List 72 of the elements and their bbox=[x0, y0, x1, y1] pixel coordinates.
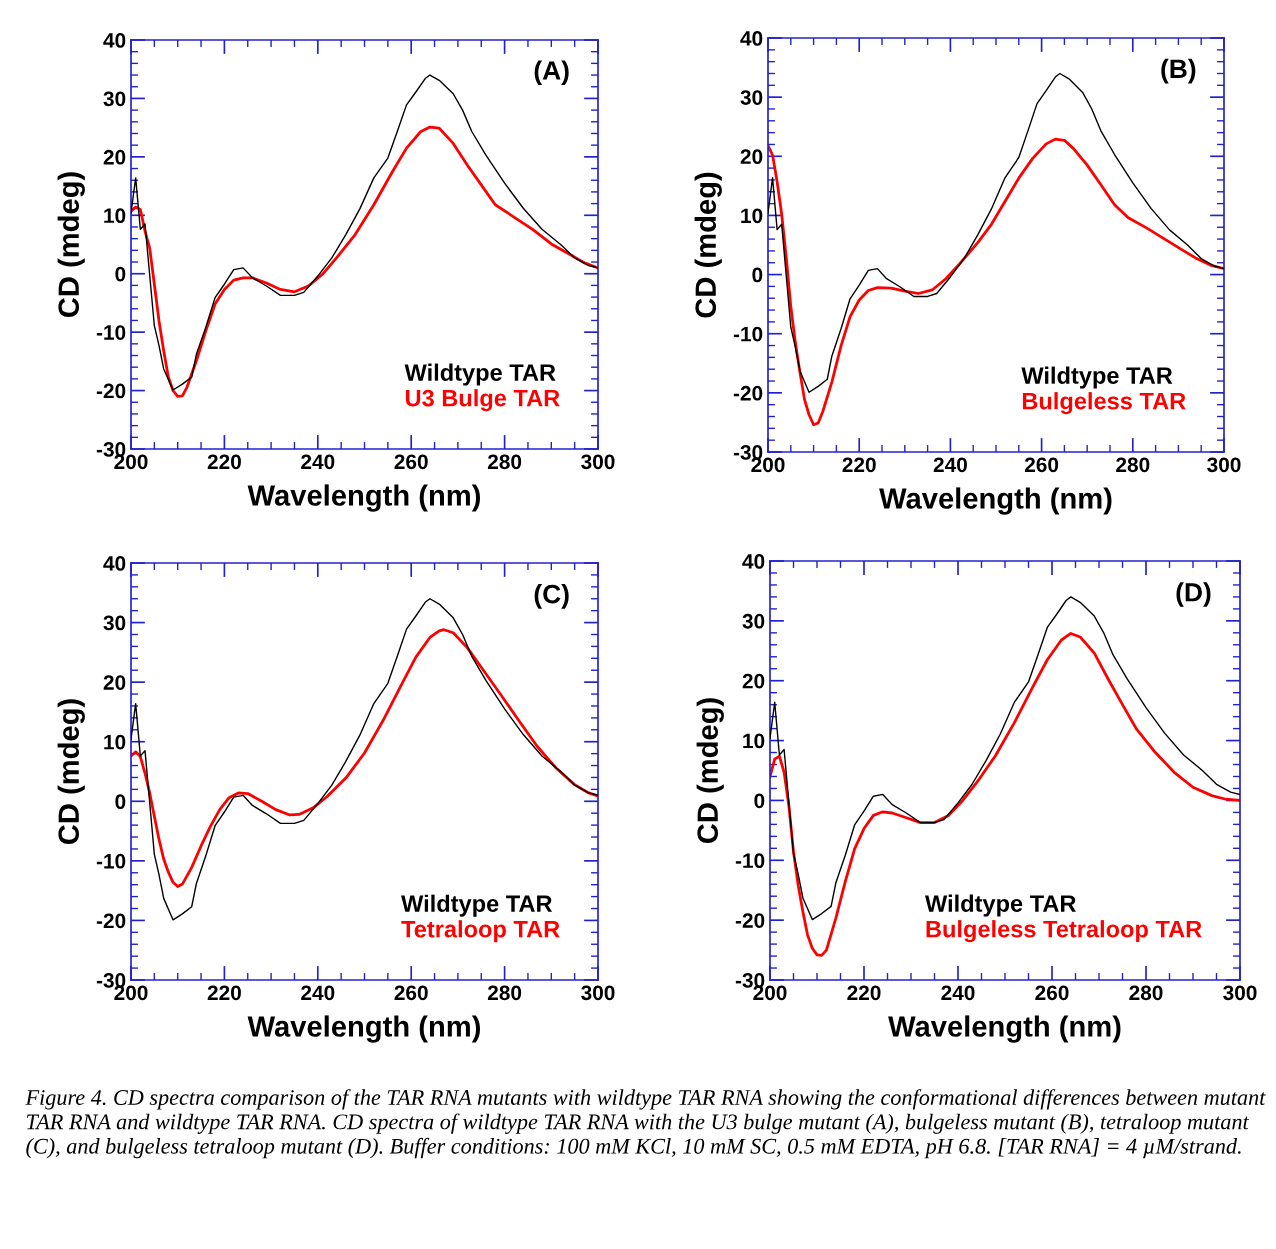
annotation: (D) bbox=[1176, 582, 1211, 607]
y-tick-label: 10 bbox=[104, 734, 126, 750]
y-axis-title: CD (mdeg) bbox=[694, 172, 722, 318]
y-tick-label: 10 bbox=[743, 733, 765, 749]
x-tick-label: 260 bbox=[394, 454, 428, 470]
x-tick-label: 220 bbox=[207, 985, 241, 1001]
x-tick-label: 240 bbox=[941, 985, 975, 1001]
caption: Figure 4. CD spectra comparison of the TAR RNA mutants with wildtype TAR RNA showing the conformational differences between mutant TAR RNA and wildtype TAR RNA. CD spectra of wildtype TAR RNA with the U3 bulge mutant (A), bulgeless mutant (B), tetraloop mutant (C), and bulgeless tetraloop mutant (D). Buffer conditions: 100 mM KCl, 10 mM SC, 0.5 mM EDTA, pH 6.8. [TAR RNA] = 4 µM/strand. bbox=[25, 1089, 1266, 1159]
text: Wildtype TAR bbox=[1021, 366, 1173, 389]
x-axis-title: Wavelength (nm) bbox=[247, 1015, 480, 1043]
x-tick-label: 280 bbox=[487, 454, 522, 470]
x-tick-label: 220 bbox=[842, 457, 876, 473]
y-axis-title: CD (mdeg) bbox=[57, 699, 85, 845]
y-tick-label: 30 bbox=[740, 90, 763, 105]
y-tick-label: -10 bbox=[96, 853, 126, 869]
y-tick-label: 40 bbox=[742, 554, 765, 569]
y-tick-label: 20 bbox=[103, 149, 126, 165]
x-tick-label: 220 bbox=[207, 454, 241, 470]
line-series bbox=[131, 628, 598, 888]
y-tick-label: 10 bbox=[104, 208, 126, 224]
y-tick-label: 30 bbox=[103, 615, 126, 631]
y-tick-label: 40 bbox=[103, 33, 126, 48]
x-tick-label: 300 bbox=[581, 454, 615, 470]
y-tick-label: 0 bbox=[752, 267, 763, 283]
y-tick-label: 40 bbox=[103, 556, 126, 571]
x-tick-label: 280 bbox=[487, 985, 522, 1001]
x-tick-label: 300 bbox=[1223, 985, 1257, 1001]
annotation: (C) bbox=[534, 584, 569, 609]
y-tick-label: 40 bbox=[740, 31, 763, 46]
x-tick-label: 240 bbox=[301, 985, 335, 1001]
x-tick-label: 220 bbox=[847, 985, 881, 1001]
y-tick-label: 20 bbox=[103, 675, 126, 690]
text: Bulgeless Tetraloop TAR bbox=[926, 920, 1202, 943]
text: Wildtype TAR bbox=[401, 894, 553, 917]
y-tick-label: 20 bbox=[742, 673, 765, 689]
x-tick-label: 280 bbox=[1116, 457, 1150, 473]
y-tick-label: 0 bbox=[115, 794, 126, 810]
y-tick-label: 30 bbox=[742, 613, 765, 629]
x-axis-title: Wavelength (nm) bbox=[247, 484, 480, 512]
y-tick-label: -10 bbox=[735, 853, 765, 869]
y-tick-label: 10 bbox=[741, 208, 763, 224]
text: Tetraloop TAR bbox=[401, 920, 560, 943]
text: Wildtype TAR bbox=[924, 894, 1076, 917]
line-series bbox=[768, 137, 1224, 427]
x-tick-label: 300 bbox=[581, 985, 615, 1001]
x-axis-title: Wavelength (nm) bbox=[888, 1015, 1121, 1043]
y-tick-label: 0 bbox=[115, 266, 126, 282]
y-tick-label: 20 bbox=[740, 149, 763, 165]
annotation: (A) bbox=[534, 60, 569, 86]
x-tick-label: 280 bbox=[1129, 985, 1163, 1001]
y-axis-title: CD (mdeg) bbox=[57, 172, 85, 318]
text: Wildtype TAR bbox=[404, 363, 556, 386]
text: Bulgeless TAR bbox=[1022, 392, 1186, 415]
y-axis-title: CD (mdeg) bbox=[696, 698, 724, 844]
annotation: (B) bbox=[1161, 58, 1196, 84]
x-axis-title: Wavelength (nm) bbox=[879, 487, 1112, 515]
y-tick-label: -20 bbox=[96, 913, 126, 929]
y-tick-label: -20 bbox=[733, 385, 763, 401]
y-tick-label: -10 bbox=[733, 326, 763, 342]
y-tick-label: -20 bbox=[96, 383, 126, 399]
x-tick-label: 240 bbox=[933, 457, 967, 473]
y-tick-label: -20 bbox=[735, 913, 765, 928]
y-tick-label: 30 bbox=[103, 91, 126, 107]
y-tick-label: 0 bbox=[754, 793, 765, 809]
text: U3 Bulge TAR bbox=[405, 389, 560, 412]
line-series bbox=[770, 632, 1240, 957]
y-tick-label: -10 bbox=[96, 325, 126, 340]
x-tick-label: 260 bbox=[1024, 457, 1059, 473]
x-tick-label: 240 bbox=[301, 454, 335, 470]
x-tick-label: 260 bbox=[394, 985, 428, 1001]
x-tick-label: 300 bbox=[1207, 457, 1241, 473]
x-tick-label: 260 bbox=[1035, 985, 1069, 1001]
